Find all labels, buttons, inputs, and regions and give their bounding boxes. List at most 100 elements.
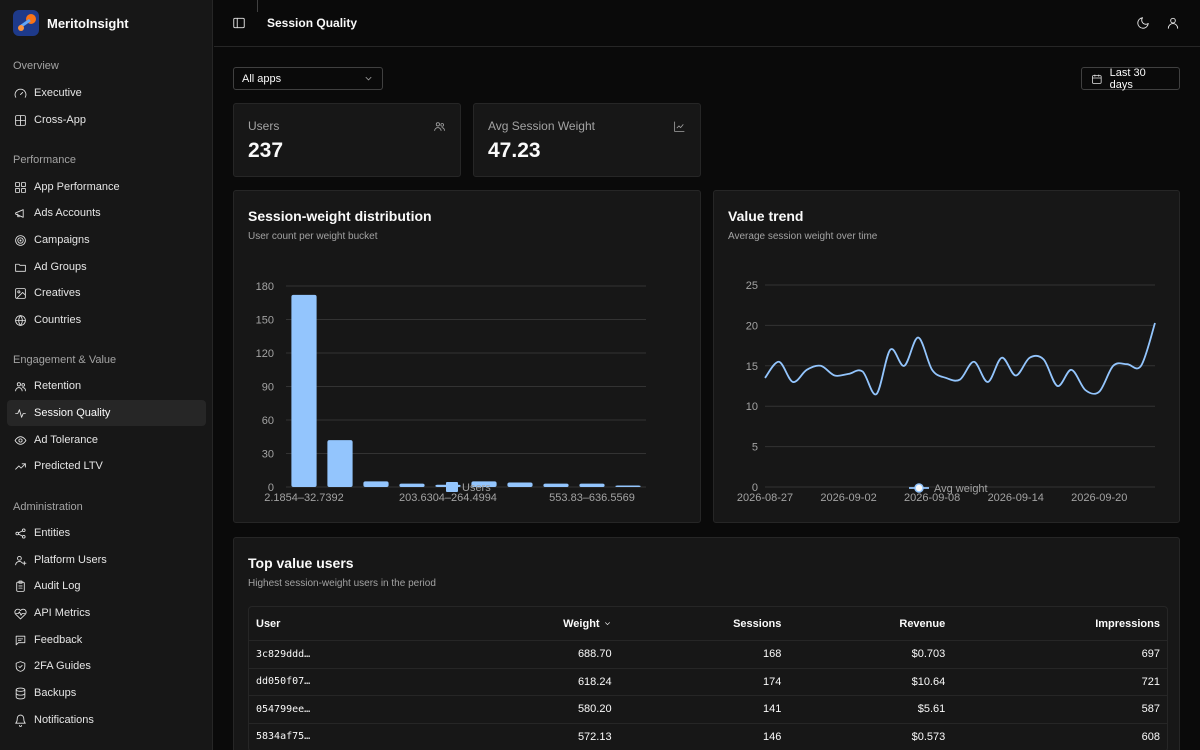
x-tick-label: 2026-09-14 [988, 492, 1044, 504]
trend-card: Value trend Average session weight over … [713, 190, 1180, 523]
chevron-down-icon [365, 76, 372, 81]
y-tick-label: 10 [746, 401, 758, 413]
app-logo-icon [13, 10, 39, 36]
top-users-card: Top value users Highest session-weight u… [233, 537, 1180, 750]
calendar-icon [1092, 74, 1102, 84]
sidebar-item-label: Retention [34, 380, 82, 392]
sidebar-item-feedback[interactable]: Feedback [7, 627, 206, 653]
sidebar-item-label: Ads Accounts [34, 207, 101, 219]
sidebar-item-label: API Metrics [34, 607, 91, 619]
share-icon [15, 527, 26, 539]
sidebar-item-label: Cross-App [34, 114, 86, 126]
table-row[interactable]: dd050f07… 618.24 174 $10.64 721 [249, 669, 1167, 696]
sidebar-item-retention[interactable]: Retention [7, 373, 206, 399]
cell-sessions: 174 [763, 675, 782, 688]
section-performance: Performance [13, 154, 76, 166]
cell-weight: 572.13 [577, 730, 612, 743]
col-weight-sort[interactable]: Weight [459, 618, 619, 630]
bar [399, 483, 425, 487]
sidebar-item-label: Audit Log [34, 580, 81, 592]
section-overview: Overview [13, 60, 59, 72]
y-tick-label: 5 [752, 442, 758, 454]
bar [363, 481, 389, 487]
sidebar-item-predicted-ltv[interactable]: Predicted LTV [7, 453, 206, 479]
stat-card-users: Users 237 [233, 103, 461, 177]
sidebar-item-label: App Performance [34, 181, 120, 193]
header-divider [257, 0, 258, 12]
section-administration: Administration [13, 501, 83, 513]
sidebar-toggle-icon[interactable] [232, 16, 246, 30]
grid-icon [15, 114, 26, 126]
sidebar-item-label: Platform Users [34, 554, 107, 566]
y-tick-label: 15 [746, 361, 758, 373]
table-row[interactable]: 3c829ddd… 688.70 168 $0.703 697 [249, 641, 1167, 669]
cell-user: 5834af75… [256, 731, 311, 743]
bar [507, 482, 533, 487]
sidebar-item-entities[interactable]: Entities [7, 520, 206, 546]
sidebar-item-countries[interactable]: Countries [7, 307, 206, 333]
y-tick-label: 0 [268, 482, 274, 494]
sidebar-item-session-quality[interactable]: Session Quality [7, 400, 206, 426]
stat-value: 47.23 [488, 139, 541, 162]
trending-up-icon [15, 462, 26, 470]
cell-sessions: 168 [763, 648, 782, 661]
brand[interactable]: MeritoInsight [13, 10, 129, 36]
users-icon [15, 381, 26, 391]
sidebar-item-campaigns[interactable]: Campaigns [7, 227, 206, 253]
date-range-label: Last 30 days [1109, 66, 1146, 91]
image-icon [15, 287, 26, 299]
sidebar-item-ads-accounts[interactable]: Ads Accounts [7, 200, 206, 226]
sidebar-item-creatives[interactable]: Creatives [7, 280, 206, 306]
sidebar-item-label: 2FA Guides [34, 660, 91, 672]
cell-revenue: $0.573 [911, 730, 946, 743]
distribution-subtitle: User count per weight bucket [248, 231, 378, 242]
users-icon [434, 122, 445, 131]
cell-user: 3c829ddd… [256, 648, 311, 660]
moon-icon[interactable] [1136, 16, 1150, 30]
sidebar-item-backups[interactable]: Backups [7, 680, 206, 706]
sidebar-item-platform-users[interactable]: Platform Users [7, 547, 206, 573]
app-select[interactable]: All apps [233, 67, 383, 90]
sidebar-item-label: Ad Tolerance [34, 434, 99, 446]
page-title: Session Quality [267, 16, 358, 30]
date-range-button[interactable]: Last 30 days [1081, 66, 1180, 91]
bar [291, 294, 317, 487]
user-icon[interactable] [1166, 16, 1180, 30]
sidebar-item-label: Feedback [34, 634, 83, 646]
sidebar-item-label: Countries [34, 314, 82, 326]
clipboard-icon [16, 580, 25, 592]
sidebar-item-app-performance[interactable]: App Performance [7, 174, 206, 200]
table-row[interactable]: 5834af75… 572.13 146 $0.573 608 [249, 724, 1167, 750]
sidebar-item-2fa-guides[interactable]: 2FA Guides [7, 653, 206, 679]
sidebar-item-executive[interactable]: Executive [7, 80, 206, 106]
sidebar-item-ad-tolerance[interactable]: Ad Tolerance [7, 427, 206, 453]
bar [471, 481, 497, 487]
series-line [764, 322, 1156, 396]
cell-sessions: 141 [763, 703, 782, 716]
sidebar-item-ad-groups[interactable]: Ad Groups [7, 254, 206, 280]
table-row[interactable]: 054799ee… 580.20 141 $5.61 587 [249, 696, 1167, 724]
stat-card-avg-session-weight: Avg Session Weight 47.23 [473, 103, 701, 177]
cell-user: 054799ee… [256, 703, 311, 715]
sidebar-item-label: Session Quality [34, 407, 111, 419]
cell-user: dd050f07… [256, 676, 311, 688]
y-tick-label: 30 [262, 449, 274, 461]
target-icon [15, 234, 26, 246]
sidebar-item-audit-log[interactable]: Audit Log [7, 573, 206, 599]
table-title: Top value users [248, 555, 354, 571]
sidebar-item-notifications[interactable]: Notifications [7, 707, 206, 733]
trend-title: Value trend [728, 208, 804, 224]
top-header: Session Quality [214, 0, 1200, 47]
cell-revenue: $5.61 [917, 703, 946, 716]
gauge-icon [14, 88, 27, 98]
sidebar-item-api-metrics[interactable]: API Metrics [7, 600, 206, 626]
x-tick-label: 2026-09-08 [904, 492, 960, 504]
cell-impressions: 697 [1141, 648, 1160, 661]
cell-impressions: 608 [1141, 730, 1160, 743]
sidebar: MeritoInsight Overview Executive Cross-A… [0, 0, 213, 750]
sidebar-item-cross-app[interactable]: Cross-App [7, 107, 206, 133]
globe-icon [15, 314, 26, 326]
bell-icon [15, 714, 26, 727]
sidebar-item-label: Creatives [34, 287, 81, 299]
sidebar-item-label: Notifications [34, 714, 94, 726]
